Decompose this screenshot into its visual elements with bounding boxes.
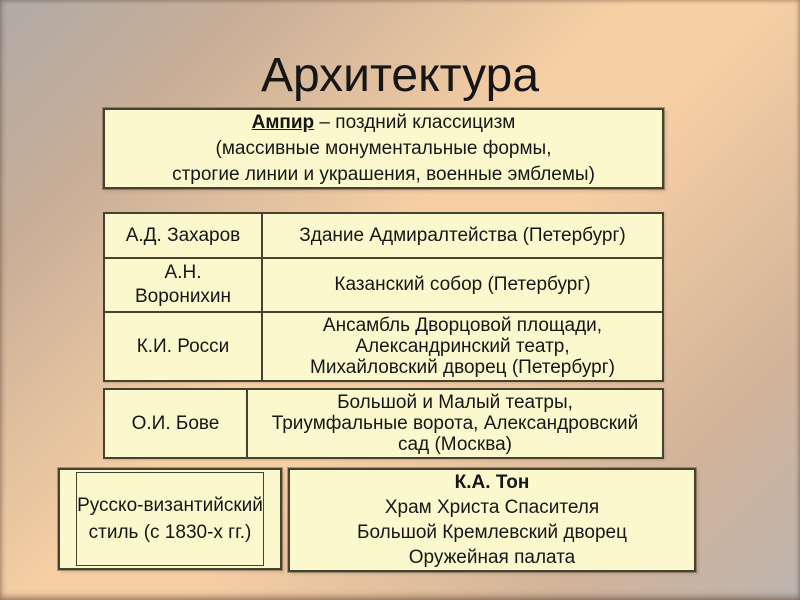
- ampir-definition-box: Ампир – поздний классицизм (массивные мо…: [103, 108, 664, 189]
- architect-name-cell: А.Д. Захаров: [103, 212, 263, 259]
- architect-name-line: А.Н.: [164, 262, 202, 283]
- works-line: сад (Москва): [398, 434, 512, 455]
- ampir-definition-line-3: строгие линии и украшения, военные эмбле…: [172, 163, 595, 185]
- works-line: Александринский театр,: [355, 336, 570, 357]
- slide-title: Архитектура: [260, 49, 540, 102]
- ton-architect-name: К.А. Тон: [454, 472, 530, 493]
- style-line: стиль (с 1830-х гг.): [88, 522, 252, 543]
- architect-name-cell: К.И. Росси: [103, 311, 263, 382]
- russo-byzantine-style-box: Русско-византийский стиль (с 1830-х гг.): [58, 468, 282, 570]
- table-row-voronikhin: А.Н. Воронихин Казанский собор (Петербур…: [103, 257, 664, 313]
- ampir-term: Ампир: [251, 111, 315, 133]
- ampir-term-suffix: – поздний классицизм: [314, 111, 516, 133]
- style-line: Русско-византийский: [77, 495, 263, 516]
- ton-box: К.А. Тон Храм Христа Спасителя Большой К…: [288, 468, 696, 572]
- architect-name-line: Воронихин: [134, 286, 232, 307]
- ton-work-line: Большой Кремлевский дворец: [357, 522, 627, 543]
- ampir-definition-line-2: (массивные монументальные формы,: [215, 137, 552, 159]
- works-line: Триумфальные ворота, Александровский: [271, 413, 639, 434]
- architect-works-cell: Казанский собор (Петербург): [261, 257, 664, 313]
- table-row-rossi: К.И. Росси Ансамбль Дворцовой площади, А…: [103, 311, 664, 382]
- architect-name-cell: А.Н. Воронихин: [103, 257, 263, 313]
- table-row-bove: О.И. Бове Большой и Малый театры, Триумф…: [103, 388, 664, 459]
- ampir-definition-line-1: Ампир – поздний классицизм: [252, 110, 516, 136]
- ton-work-line: Храм Христа Спасителя: [384, 497, 600, 518]
- works-line: Ансамбль Дворцовой площади,: [322, 315, 603, 336]
- ton-work-line: Оружейная палата: [408, 547, 576, 568]
- russo-byzantine-style-inner-frame: Русско-византийский стиль (с 1830-х гг.): [76, 472, 264, 566]
- architect-works-cell: Ансамбль Дворцовой площади, Александринс…: [261, 311, 664, 382]
- table-row-zakharov: А.Д. Захаров Здание Адмиралтейства (Пете…: [103, 212, 664, 259]
- architect-name-cell: О.И. Бове: [103, 388, 248, 459]
- architects-table: А.Д. Захаров Здание Адмиралтейства (Пете…: [103, 212, 664, 382]
- architect-works-cell: Здание Адмиралтейства (Петербург): [261, 212, 664, 259]
- works-line: Михайловский дворец (Петербург): [310, 357, 615, 378]
- works-line: Большой и Малый театры,: [337, 392, 573, 413]
- bove-row-box: О.И. Бове Большой и Малый театры, Триумф…: [103, 388, 664, 459]
- architect-works-cell: Большой и Малый театры, Триумфальные вор…: [246, 388, 664, 459]
